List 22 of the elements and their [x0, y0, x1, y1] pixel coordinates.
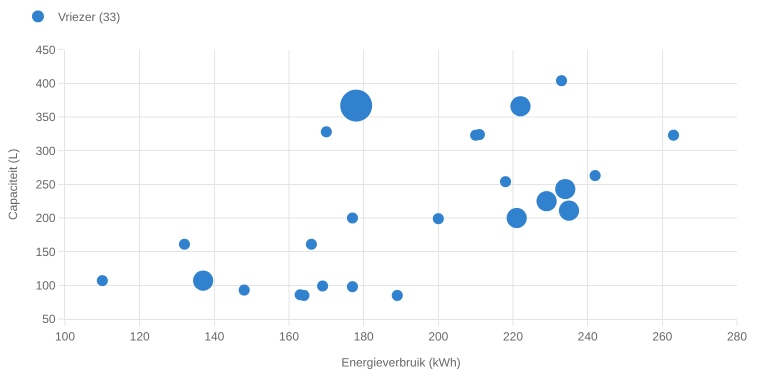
- y-tick-label: 300: [36, 144, 56, 158]
- x-tick-label: 260: [652, 329, 673, 344]
- x-tick-label: 240: [578, 329, 598, 344]
- y-tick-label: 450: [36, 42, 56, 57]
- x-tick-label: 100: [54, 329, 76, 344]
- y-tick-label: 350: [36, 110, 56, 124]
- y-tick-label: 200: [36, 211, 56, 226]
- x-tick-label: 220: [502, 329, 524, 344]
- x-tick-label: 160: [278, 329, 300, 344]
- legend-label: Vriezer (33): [58, 10, 120, 24]
- x-tick-label: 200: [428, 329, 449, 344]
- x-tick-label: 140: [204, 329, 225, 344]
- y-tick-label: 100: [36, 278, 56, 293]
- y-tick-label: 400: [36, 76, 56, 91]
- y-axis-title: Capaciteit (L): [6, 148, 20, 220]
- y-tick-label: 150: [36, 244, 56, 259]
- y-tick-label: 50: [42, 312, 56, 326]
- x-tick-label: 280: [726, 329, 748, 344]
- y-tick-label: 250: [36, 178, 56, 192]
- x-axis-title: Energieverbruik (kWh): [341, 355, 461, 370]
- x-tick-label: 120: [130, 329, 150, 344]
- x-tick-label: 180: [354, 329, 374, 344]
